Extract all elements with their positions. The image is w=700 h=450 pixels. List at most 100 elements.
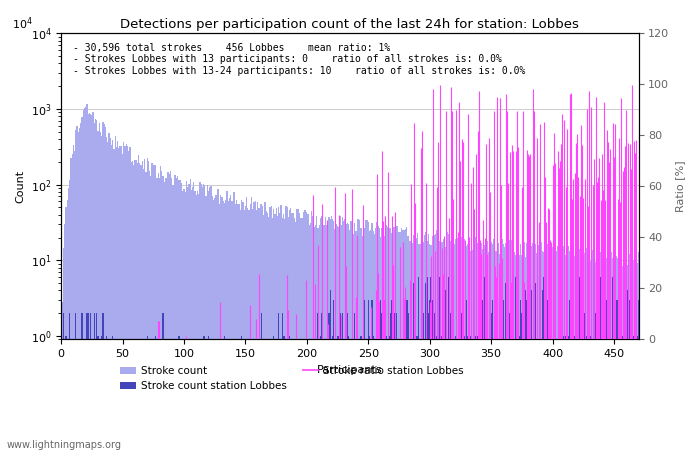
Bar bbox=[170, 171, 171, 450]
Bar bbox=[520, 244, 522, 450]
Bar bbox=[80, 123, 81, 450]
Bar bbox=[340, 216, 341, 450]
Bar bbox=[99, 123, 100, 450]
Text: www.lightningmaps.org: www.lightningmaps.org bbox=[7, 440, 122, 450]
Bar bbox=[585, 255, 587, 450]
Bar bbox=[447, 234, 449, 450]
Bar bbox=[550, 252, 551, 450]
Bar bbox=[540, 245, 541, 450]
Bar bbox=[638, 252, 639, 450]
Bar bbox=[122, 154, 123, 450]
Bar bbox=[326, 225, 327, 450]
Bar bbox=[288, 217, 289, 450]
Bar bbox=[592, 283, 594, 450]
Bar bbox=[325, 217, 326, 450]
Bar bbox=[112, 336, 113, 450]
Bar bbox=[73, 145, 74, 450]
Bar bbox=[622, 266, 623, 450]
Bar bbox=[444, 272, 445, 450]
Bar bbox=[192, 187, 193, 450]
Bar bbox=[81, 117, 83, 450]
Bar bbox=[428, 313, 429, 450]
Y-axis label: Ratio [%]: Ratio [%] bbox=[675, 161, 685, 212]
Bar bbox=[322, 336, 323, 450]
Bar bbox=[589, 300, 590, 450]
Bar bbox=[564, 336, 566, 450]
Bar bbox=[320, 218, 321, 450]
Bar bbox=[405, 336, 406, 450]
Bar bbox=[439, 241, 440, 450]
Bar bbox=[385, 230, 386, 450]
Bar bbox=[153, 165, 154, 450]
Bar bbox=[522, 251, 524, 450]
Bar bbox=[375, 228, 377, 450]
Bar bbox=[494, 290, 496, 450]
Bar bbox=[338, 336, 339, 450]
Bar bbox=[309, 225, 310, 450]
Bar bbox=[499, 254, 500, 450]
Bar bbox=[96, 120, 97, 450]
Bar bbox=[572, 253, 573, 450]
Bar bbox=[525, 290, 526, 450]
Bar bbox=[484, 245, 486, 450]
Bar bbox=[71, 154, 73, 450]
Bar bbox=[434, 235, 435, 450]
Bar bbox=[532, 243, 533, 450]
Bar bbox=[301, 218, 302, 450]
Bar bbox=[340, 313, 341, 450]
Bar bbox=[416, 336, 418, 450]
Bar bbox=[231, 201, 232, 450]
Bar bbox=[317, 313, 318, 450]
Bar bbox=[348, 336, 349, 450]
Bar bbox=[97, 131, 99, 450]
Bar bbox=[574, 256, 575, 450]
Bar bbox=[507, 313, 508, 450]
Bar bbox=[242, 202, 244, 450]
Bar bbox=[344, 219, 346, 450]
Bar bbox=[541, 242, 542, 450]
Bar bbox=[333, 220, 335, 450]
Bar bbox=[281, 218, 283, 450]
Bar bbox=[569, 300, 570, 450]
Bar bbox=[502, 239, 503, 450]
Bar bbox=[113, 149, 115, 450]
Bar bbox=[74, 151, 75, 450]
Bar bbox=[396, 226, 397, 450]
Bar bbox=[472, 250, 473, 450]
Bar bbox=[537, 300, 538, 450]
Bar bbox=[542, 290, 543, 450]
Bar bbox=[68, 188, 69, 450]
Bar bbox=[171, 178, 172, 450]
Bar bbox=[615, 300, 616, 450]
Bar bbox=[632, 251, 633, 450]
Bar bbox=[628, 255, 629, 450]
Bar bbox=[470, 251, 471, 450]
Bar bbox=[374, 234, 375, 450]
Bar bbox=[556, 251, 557, 450]
Bar bbox=[202, 187, 203, 450]
Bar bbox=[637, 263, 638, 450]
Bar bbox=[590, 336, 592, 450]
Bar bbox=[633, 336, 634, 450]
Bar bbox=[135, 160, 136, 450]
Bar bbox=[500, 244, 502, 450]
Bar bbox=[364, 300, 365, 450]
Bar bbox=[63, 313, 64, 450]
Bar bbox=[572, 300, 573, 450]
Bar bbox=[201, 184, 202, 450]
Bar bbox=[403, 230, 405, 450]
Bar bbox=[598, 250, 600, 450]
Bar bbox=[600, 252, 601, 450]
Bar bbox=[332, 219, 333, 450]
Bar bbox=[432, 300, 433, 450]
Bar bbox=[606, 258, 608, 450]
Bar bbox=[458, 244, 460, 450]
Bar bbox=[174, 175, 175, 450]
Bar bbox=[283, 214, 284, 450]
Bar bbox=[299, 213, 300, 450]
Bar bbox=[100, 132, 101, 450]
Bar bbox=[452, 336, 454, 450]
Bar bbox=[203, 184, 204, 450]
Bar bbox=[257, 202, 258, 450]
Bar bbox=[419, 244, 421, 450]
